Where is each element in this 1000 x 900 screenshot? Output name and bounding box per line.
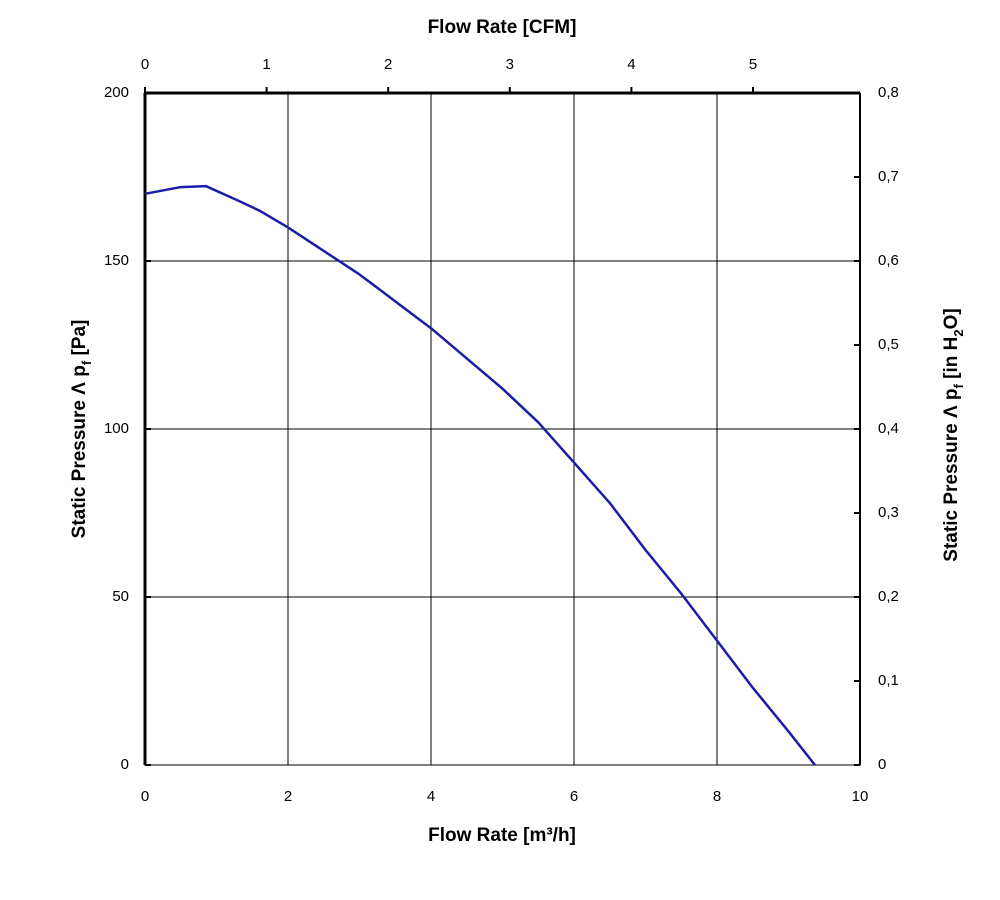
y2-tick-label: 0,4 bbox=[878, 420, 899, 437]
x2-tick-label: 4 bbox=[627, 56, 635, 73]
axis-title-part: f bbox=[951, 383, 966, 388]
y2-axis-title: Static Pressure Λ pf [in H2O] bbox=[941, 308, 966, 561]
data-line bbox=[144, 184, 816, 766]
y2-tick-label: 0,8 bbox=[878, 84, 899, 101]
y2-tick-label: 0,5 bbox=[878, 336, 899, 353]
axis-title-part: Static Pressure Λ p bbox=[941, 388, 962, 561]
axis-title-part: f bbox=[79, 360, 94, 365]
x-tick-label: 4 bbox=[427, 788, 435, 805]
y2-tick-label: 0,2 bbox=[878, 588, 899, 605]
x-tick-label: 8 bbox=[713, 788, 721, 805]
x-axis-title: Flow Rate [m³/h] bbox=[428, 825, 576, 846]
axis-title-part: 2 bbox=[951, 329, 966, 336]
x2-tick-label: 3 bbox=[506, 56, 514, 73]
x2-tick-label: 0 bbox=[141, 56, 149, 73]
y2-tick-label: 0,1 bbox=[878, 672, 899, 689]
y-tick-label: 50 bbox=[112, 588, 129, 605]
y-axis-title: Static Pressure Λ pf [Pa] bbox=[69, 320, 94, 539]
axis-title-part: [in H bbox=[941, 337, 962, 385]
x-tick-label: 10 bbox=[852, 788, 869, 805]
axis-title-part: Static Pressure Λ p bbox=[69, 365, 90, 538]
x-tick-label: 6 bbox=[570, 788, 578, 805]
y-tick-label: 200 bbox=[104, 84, 129, 101]
y-tick-label: 150 bbox=[104, 252, 129, 269]
x2-tick-label: 1 bbox=[262, 56, 270, 73]
y2-tick-label: 0,6 bbox=[878, 252, 899, 269]
axis-title-part: O] bbox=[941, 308, 962, 329]
x2-tick-label: 2 bbox=[384, 56, 392, 73]
y2-tick-label: 0,7 bbox=[878, 168, 899, 185]
y-tick-label: 0 bbox=[121, 756, 129, 773]
y2-tick-label: 0,3 bbox=[878, 504, 899, 521]
x2-axis-title: Flow Rate [CFM] bbox=[428, 17, 577, 38]
x2-tick-label: 5 bbox=[749, 56, 757, 73]
x-tick-label: 0 bbox=[141, 788, 149, 805]
y2-tick-label: 0 bbox=[878, 756, 886, 773]
axis-title-part: [Pa] bbox=[69, 320, 90, 361]
y-tick-label: 100 bbox=[104, 420, 129, 437]
x-tick-label: 2 bbox=[284, 788, 292, 805]
